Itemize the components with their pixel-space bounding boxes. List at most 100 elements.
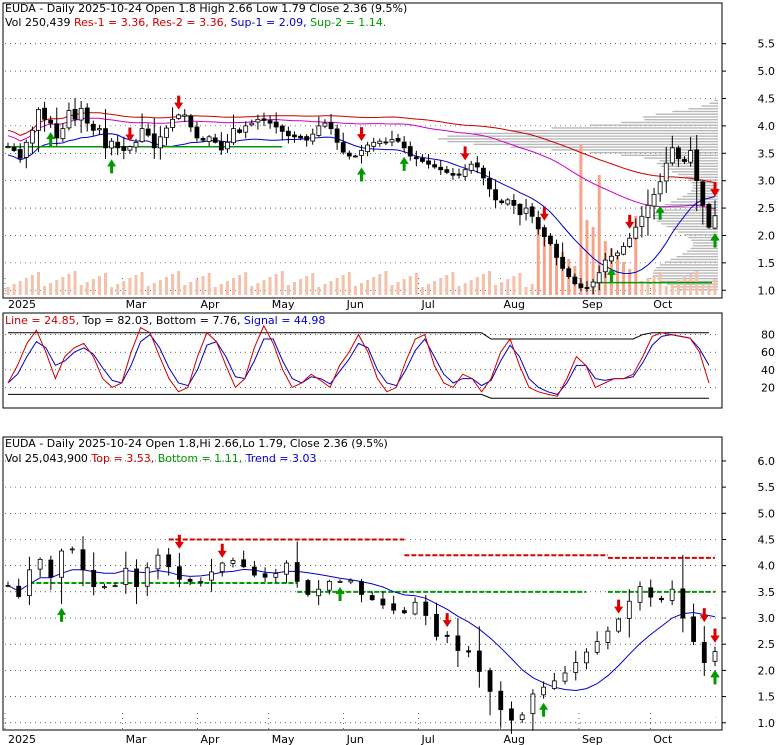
candle-body (144, 567, 150, 587)
volume-bar (201, 276, 205, 295)
candle-body (284, 562, 289, 575)
stochastic-line (7, 324, 710, 397)
stochastic-panel-frame (2, 312, 723, 409)
volume-bar (542, 231, 546, 295)
candle-body (584, 287, 590, 289)
y-tick-label: 4.5 (758, 92, 776, 105)
candle-body (541, 686, 547, 696)
candle-body (97, 128, 102, 131)
x-tick-label: Jun (346, 733, 364, 745)
candle-body (42, 107, 47, 120)
candle-body (340, 142, 346, 153)
legend-entry: Signal = 44.98 (240, 314, 325, 327)
candle-body (523, 207, 529, 214)
candle-body (438, 166, 444, 171)
candle-body (455, 635, 461, 651)
volume-bar (280, 271, 284, 295)
candle-body (519, 714, 525, 720)
volume-bar (49, 283, 53, 295)
candle-body (261, 118, 267, 121)
candle-body (273, 573, 279, 578)
volume-profile-bar (666, 225, 718, 228)
y-tick-label: 3.5 (758, 586, 776, 599)
volume-bar (292, 282, 296, 295)
candle-body (420, 157, 425, 162)
volume-bar (396, 282, 400, 295)
candle-body (669, 147, 675, 164)
candle-body (626, 600, 632, 619)
candle-body (712, 215, 718, 229)
price-candles (5, 98, 718, 295)
candle-body (412, 601, 418, 615)
volume-profile-bar (654, 217, 718, 220)
candle-body (680, 588, 686, 619)
sell-arrow (125, 127, 135, 142)
volume-bar (713, 279, 717, 295)
candle-body (121, 146, 127, 151)
candle-body (633, 226, 639, 239)
y-tick-label: 80 (761, 329, 775, 342)
legend-entry: Sup-2 = 1.14. (307, 16, 387, 29)
volume-bar (110, 287, 114, 295)
volume-profile-bar (659, 264, 718, 266)
volume-profile-bar (473, 143, 718, 146)
trend-y-axis: 1.0 1.5 2.0 2.5 3.0 3.5 4.0 4.5 5.0 5.5 6.0 (722, 455, 775, 730)
y-tick-label: 5.0 (758, 65, 776, 78)
candle-body (401, 610, 407, 614)
volume-bar (61, 277, 65, 295)
volume-profile-bar (683, 176, 718, 178)
buy-arrow (539, 702, 549, 717)
volume-bar (475, 277, 479, 295)
volume-profile-bar (666, 283, 718, 285)
volume-bar (152, 283, 156, 295)
x-tick-label: 2025 (8, 298, 36, 311)
legend-entry: Trend = 3.03 (242, 452, 316, 465)
volume-bar (164, 277, 168, 295)
candle-body (359, 150, 364, 156)
volume-bar (311, 273, 315, 295)
volume-bar (652, 275, 656, 295)
candle-body (498, 690, 504, 711)
volume-profile-bar (655, 266, 718, 269)
volume-bar (347, 272, 351, 295)
y-tick-label: 3.5 (758, 147, 776, 160)
legend-entry: Sup-1 = 2.09, (227, 16, 307, 29)
candle-body (380, 598, 386, 606)
candle-body (231, 128, 236, 144)
volume-bar (378, 274, 382, 295)
trend-x-axis: 2025 Mar Apr May Jun Jul Aug Sep Oct (8, 733, 673, 745)
sell-arrow (174, 534, 184, 549)
candle-body (365, 144, 370, 153)
candle-body (304, 136, 310, 141)
candle-body (389, 139, 395, 143)
volume-bar (146, 286, 150, 295)
candle-body (109, 140, 115, 149)
candle-body (688, 150, 694, 163)
volume-bar (360, 283, 363, 295)
volume-profile-bar (682, 195, 718, 198)
candle-body (292, 134, 297, 138)
volume-profile-bar (642, 116, 718, 118)
candle-body (474, 162, 480, 168)
volume-profile-bar (714, 99, 718, 102)
candle-body (36, 109, 41, 131)
candle-body (139, 128, 145, 143)
x-tick-label: Mar (126, 298, 147, 311)
volume-bar (530, 284, 534, 295)
candle-body (371, 141, 377, 147)
y-tick-label: 5.0 (758, 507, 776, 520)
buy-arrow (335, 587, 345, 602)
candle-body (676, 147, 681, 160)
candle-body (157, 136, 163, 149)
candle-body (298, 135, 303, 139)
legend-entry: Top = 3.53, (88, 452, 154, 465)
legend-entry: Vol 25,043,900 (5, 452, 88, 465)
candle-body (616, 618, 621, 632)
candle-body (572, 276, 578, 285)
bottom-line (8, 393, 709, 399)
candle-body (348, 579, 354, 583)
candle-body (294, 562, 300, 582)
buy-arrow (710, 670, 720, 685)
volume-profile-bar (655, 113, 718, 115)
volume-profile-bar (686, 250, 718, 252)
